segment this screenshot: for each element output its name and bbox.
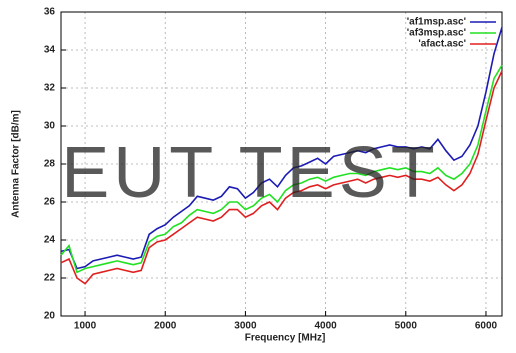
legend-label: 'af1msp.asc' [407,17,466,28]
y-tick-label: 36 [44,7,56,18]
y-tick-label: 22 [44,273,56,284]
legend-label: 'af3msp.asc' [407,28,466,39]
x-tick-label: 2000 [154,321,177,332]
y-tick-label: 26 [44,197,56,208]
series-line [60,70,503,285]
x-tick-label: 5000 [395,321,418,332]
legend-label: 'afact.asc' [418,39,466,50]
y-tick-label: 32 [44,83,56,94]
x-tick-label: 1000 [74,321,97,332]
series-line [60,26,503,270]
y-axis-label: Antenna Factor [dB/m] [11,110,22,218]
x-tick-label: 3000 [234,321,257,332]
x-tick-label: 6000 [475,321,498,332]
plot-frame [60,11,503,317]
y-tick-label: 24 [44,235,56,246]
y-tick-label: 28 [44,159,56,170]
y-tick-label: 20 [44,311,56,322]
y-tick-label: 30 [44,121,56,132]
series-line [60,64,503,274]
x-axis-label: Frequency [MHz] [245,333,326,344]
watermark: EUT TEST [61,133,438,213]
x-tick-label: 4000 [314,321,337,332]
y-tick-label: 34 [44,45,56,56]
